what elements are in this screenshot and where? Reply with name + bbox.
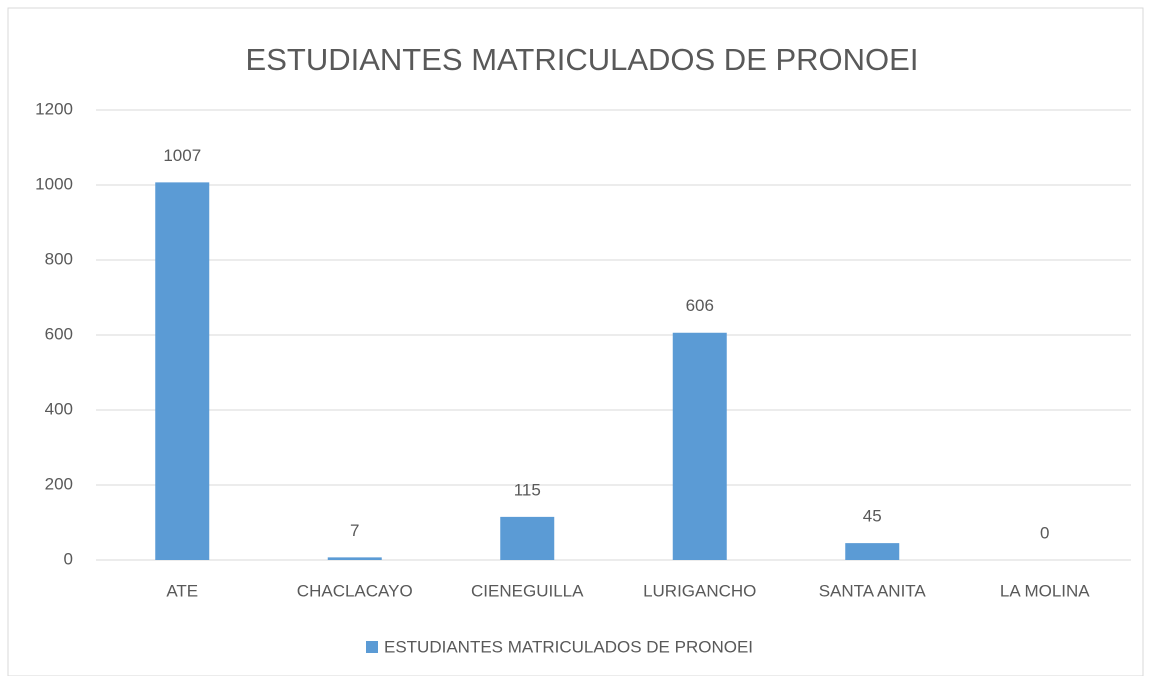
x-tick-label: LURIGANCHO <box>643 581 756 600</box>
x-tick-label: SANTA ANITA <box>819 581 927 600</box>
bar <box>672 332 727 560</box>
bar <box>155 182 210 560</box>
bar <box>327 557 382 560</box>
data-label: 7 <box>350 521 359 540</box>
data-label: 45 <box>863 507 882 526</box>
legend-swatch <box>366 641 378 653</box>
y-tick-label: 0 <box>64 549 73 568</box>
bar <box>845 543 900 560</box>
y-tick-label: 400 <box>45 399 73 418</box>
bar <box>500 516 555 560</box>
x-tick-label: LA MOLINA <box>1000 581 1090 600</box>
data-label: 606 <box>686 296 714 315</box>
y-tick-label: 600 <box>45 324 73 343</box>
x-tick-label: CHACLACAYO <box>297 581 413 600</box>
y-tick-label: 1200 <box>35 99 73 118</box>
legend-label: ESTUDIANTES MATRICULADOS DE PRONOEI <box>384 637 753 656</box>
data-label: 1007 <box>163 146 201 165</box>
x-tick-label: ATE <box>166 581 198 600</box>
data-label: 0 <box>1040 523 1049 542</box>
data-label: 115 <box>514 480 541 499</box>
chart-title: ESTUDIANTES MATRICULADOS DE PRONOEI <box>246 42 919 77</box>
y-tick-label: 200 <box>45 474 73 493</box>
y-tick-label: 800 <box>45 249 73 268</box>
y-tick-label: 1000 <box>35 174 73 193</box>
x-tick-label: CIENEGUILLA <box>471 581 584 600</box>
